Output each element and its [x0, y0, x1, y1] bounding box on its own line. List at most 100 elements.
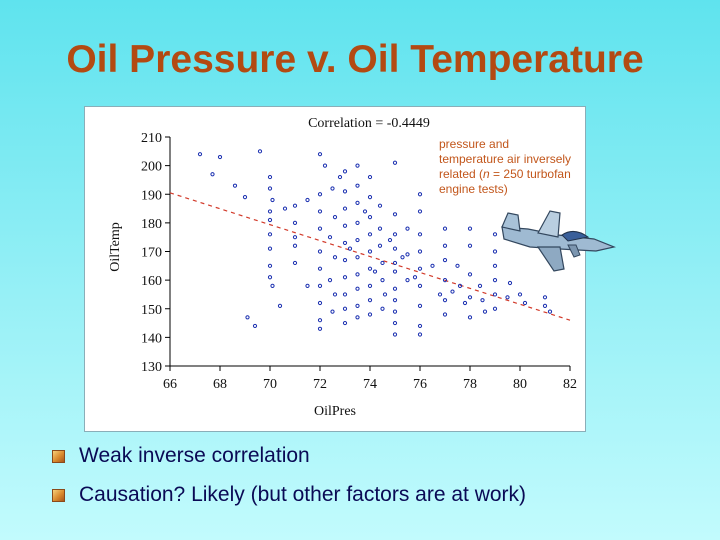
- data-point: [467, 226, 473, 231]
- data-point: [442, 278, 448, 283]
- data-point: [342, 223, 348, 228]
- data-point: [442, 312, 448, 317]
- data-point: [417, 303, 423, 308]
- data-point: [337, 174, 343, 180]
- y-tick-label: 170: [141, 246, 162, 261]
- data-point: [430, 263, 435, 268]
- data-point: [317, 326, 323, 331]
- data-point: [342, 320, 348, 326]
- data-point: [492, 249, 498, 254]
- data-points-group: [197, 149, 553, 337]
- data-point: [392, 320, 398, 326]
- data-point: [362, 209, 368, 214]
- data-point: [392, 160, 398, 165]
- chart-title: Correlation = -0.4449: [308, 116, 430, 131]
- scatter-chart-panel: 66 68 70 72 74 76 78 80 82 130 140 150 160 170 180 190 2…: [84, 106, 586, 432]
- data-point: [355, 163, 360, 168]
- x-tick-label: 72: [313, 377, 327, 392]
- data-point: [380, 306, 385, 311]
- data-point: [542, 303, 548, 308]
- data-point: [417, 266, 423, 271]
- data-point: [392, 332, 398, 337]
- data-point: [292, 220, 298, 225]
- data-point: [210, 172, 215, 177]
- data-point: [277, 303, 283, 308]
- data-point: [355, 255, 360, 260]
- data-point: [522, 300, 528, 306]
- data-point: [367, 174, 373, 180]
- data-point: [377, 203, 383, 208]
- data-point: [367, 232, 373, 237]
- data-point: [467, 243, 473, 248]
- data-point: [317, 266, 323, 271]
- data-point: [342, 275, 348, 280]
- data-point: [417, 283, 423, 288]
- data-point: [377, 226, 383, 231]
- y-tick-label: 180: [141, 217, 162, 232]
- data-point: [232, 183, 238, 188]
- data-point: [442, 243, 448, 248]
- x-tick-label: 80: [513, 377, 527, 392]
- y-tick-label: 200: [141, 160, 162, 175]
- data-point: [380, 260, 385, 266]
- data-point: [267, 232, 273, 237]
- data-point: [392, 212, 398, 217]
- data-point: [467, 272, 473, 277]
- data-point: [392, 286, 398, 291]
- data-point: [355, 303, 360, 308]
- data-point: [417, 209, 423, 214]
- data-point: [392, 309, 398, 314]
- data-point: [547, 309, 553, 314]
- data-point: [367, 266, 373, 271]
- data-point: [367, 298, 373, 303]
- y-tick-label: 160: [141, 274, 162, 289]
- y-tick-label: 130: [141, 360, 162, 375]
- data-point: [442, 298, 448, 303]
- data-point: [342, 189, 348, 194]
- data-point: [480, 298, 485, 303]
- data-point: [392, 232, 398, 237]
- data-point: [417, 332, 423, 337]
- y-tick-label: 140: [141, 331, 162, 346]
- data-point: [392, 269, 398, 274]
- regression-line-group: [169, 192, 571, 321]
- data-point: [267, 263, 273, 268]
- data-point: [442, 226, 448, 231]
- data-point: [477, 283, 483, 288]
- data-point: [405, 226, 410, 231]
- data-point: [267, 209, 273, 214]
- data-point: [330, 186, 335, 191]
- data-point: [542, 295, 548, 300]
- bullet-text: Weak inverse correlation: [79, 444, 310, 467]
- x-tick-label: 66: [163, 377, 177, 392]
- data-point: [330, 309, 335, 314]
- data-point: [317, 283, 323, 288]
- data-point: [270, 283, 275, 288]
- data-point: [417, 232, 423, 237]
- data-point: [400, 255, 405, 260]
- y-axis-label: OilTemp: [108, 222, 123, 272]
- data-point: [517, 292, 523, 297]
- data-point: [367, 215, 373, 220]
- data-point: [332, 255, 338, 260]
- data-point: [382, 292, 388, 297]
- x-tick-label: 76: [413, 377, 427, 392]
- data-point: [217, 154, 223, 160]
- data-point: [462, 300, 468, 306]
- data-point: [380, 278, 385, 283]
- data-point: [292, 235, 298, 240]
- data-point: [342, 206, 348, 211]
- y-tick-label: 150: [141, 303, 162, 318]
- data-point: [482, 309, 488, 314]
- data-point: [355, 183, 360, 188]
- chart-axes: 66 68 70 72 74 76 78 80 82 130 140 150 160 170 180 190 2…: [141, 131, 577, 392]
- data-point: [327, 235, 333, 240]
- x-axis-label: OilPres: [314, 404, 356, 419]
- bullet-text: Causation? Likely (but other factors are…: [79, 483, 527, 506]
- data-point: [417, 323, 423, 329]
- data-point: [417, 192, 423, 197]
- data-point: [367, 195, 373, 200]
- data-point: [347, 246, 353, 251]
- data-point: [367, 249, 373, 254]
- data-point: [332, 292, 338, 297]
